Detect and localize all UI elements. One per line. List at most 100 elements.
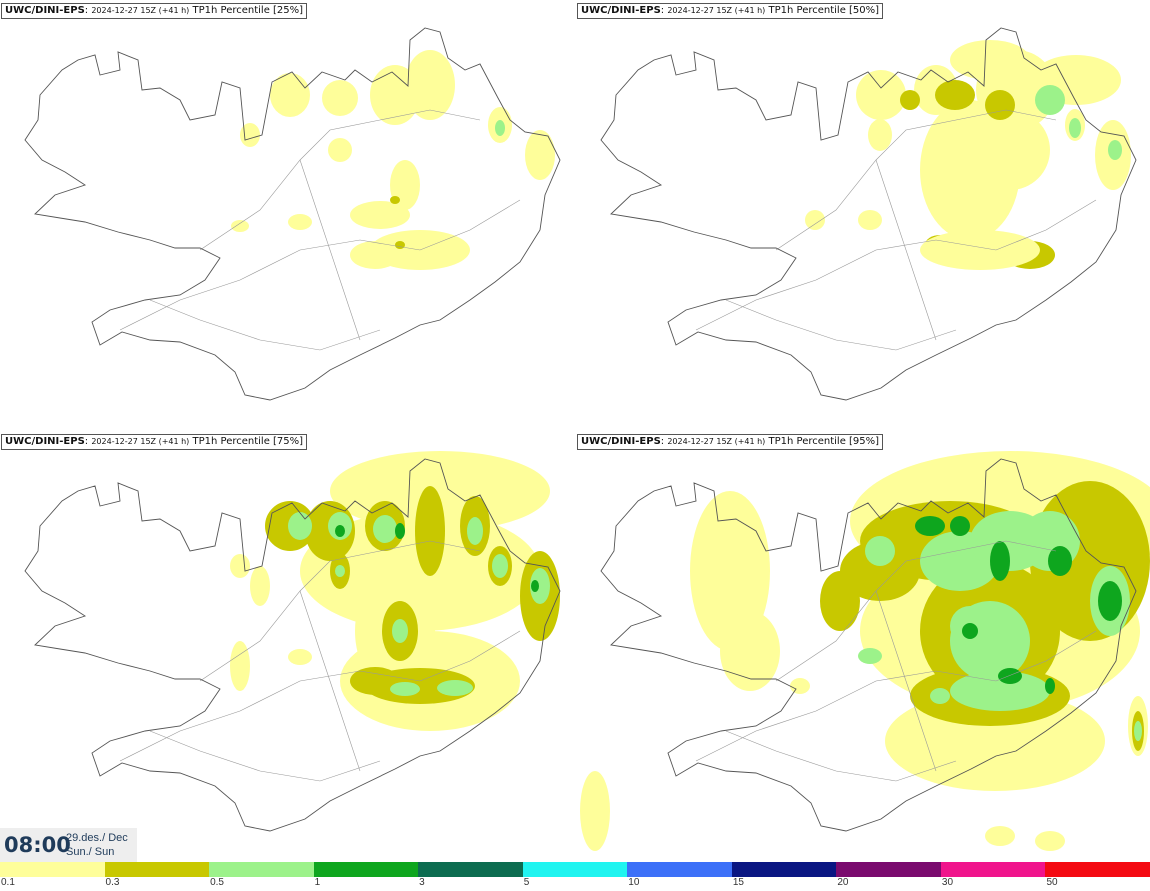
precip-area-mid <box>395 241 405 249</box>
run-time: 2024-12-27 15Z (+41 h) <box>91 437 190 446</box>
run-time: 2024-12-27 15Z (+41 h) <box>667 437 766 446</box>
precip-area-lgreen <box>858 648 882 664</box>
precip-field <box>231 50 555 270</box>
title-separator: : <box>84 5 92 16</box>
precip-area-lgreen <box>390 682 420 696</box>
legend-swatch <box>313 862 419 877</box>
legend-label: 50 <box>1046 877 1058 888</box>
model-source: UWC/DINI-EPS <box>581 5 661 16</box>
precip-area-light <box>350 201 410 229</box>
legend-label: 5 <box>523 877 530 888</box>
precip-area-light <box>790 678 810 694</box>
precip-area-light <box>350 241 400 269</box>
valid-time-box: 08:00 29.des./ Dec Sun./ Sun <box>0 828 137 862</box>
precip-area-lgreen <box>467 517 483 545</box>
valid-time: 08:00 <box>4 833 71 857</box>
map-panel-4: UWC/DINI-EPS: 2024-12-27 15Z (+41 h) TP1… <box>576 431 1150 862</box>
precip-area-lgreen <box>392 619 408 643</box>
road-line <box>875 590 937 772</box>
road-line <box>725 299 957 351</box>
road-line <box>199 109 481 251</box>
legend-swatch <box>104 862 210 877</box>
title-separator: : <box>660 5 668 16</box>
precip-area-lgreen <box>1108 140 1122 160</box>
road-line <box>299 159 361 341</box>
precip-area-light <box>250 566 270 606</box>
precip-area-green <box>1045 678 1055 694</box>
coastline <box>600 27 1137 401</box>
legend-swatch <box>418 862 523 877</box>
precip-area-light <box>970 110 1050 190</box>
precip-field <box>230 451 560 731</box>
precip-area-light <box>288 214 312 230</box>
legend-swatch <box>209 862 314 877</box>
precip-area-light <box>720 611 780 691</box>
field-name: TP1h Percentile [25%] <box>192 5 304 16</box>
legend-swatch <box>522 862 628 877</box>
precip-map-3 <box>24 451 561 832</box>
precip-area-mid <box>415 486 445 576</box>
precip-area-lgreen <box>930 688 950 704</box>
precip-area-lgreen <box>437 680 473 696</box>
map-panel-1: UWC/DINI-EPS: 2024-12-27 15Z (+41 h) TP1… <box>0 0 574 431</box>
precip-area-green <box>998 668 1022 684</box>
precip-area-lgreen <box>373 515 397 543</box>
road-line <box>775 109 1057 251</box>
legend-label: 10 <box>628 877 640 888</box>
road-line <box>875 159 937 341</box>
legend-label: 20 <box>837 877 849 888</box>
map-panel-2: UWC/DINI-EPS: 2024-12-27 15Z (+41 h) TP1… <box>576 0 1150 431</box>
field-name: TP1h Percentile [75%] <box>192 436 304 447</box>
precip-area-light <box>858 210 882 230</box>
legend-label: 15 <box>732 877 744 888</box>
precip-area-light <box>985 826 1015 846</box>
precip-area-lgreen <box>530 568 550 604</box>
legend-label: 0.3 <box>105 877 120 888</box>
precip-area-mid <box>390 196 400 204</box>
precip-area-lgreen <box>288 512 312 540</box>
road-line <box>695 630 1097 762</box>
model-source: UWC/DINI-EPS <box>5 436 85 447</box>
precip-area-lgreen <box>492 554 508 578</box>
precip-area-light <box>230 641 250 691</box>
field-name: TP1h Percentile [50%] <box>768 5 880 16</box>
title-separator: : <box>660 436 668 447</box>
precip-area-light <box>580 771 610 851</box>
precip-area-light <box>920 230 1040 270</box>
precip-area-light <box>240 123 260 147</box>
precip-area-mid <box>985 90 1015 120</box>
road-line <box>149 299 381 351</box>
precip-area-lgreen <box>1134 721 1142 741</box>
precip-area-light <box>322 80 358 116</box>
legend-label: 0.5 <box>210 877 224 888</box>
precip-area-mid <box>935 80 975 110</box>
legend-swatch <box>1045 862 1150 877</box>
precip-area-light <box>805 210 825 230</box>
precip-area-light <box>231 220 249 232</box>
panel-title: UWC/DINI-EPS: 2024-12-27 15Z (+41 h) TP1… <box>1 434 308 450</box>
precip-area-green <box>395 523 405 539</box>
precip-area-light <box>868 119 892 151</box>
color-legend: 0.1 0.3 0.5 1 3 5 10 15 20 30 50 <box>0 862 1150 891</box>
panel-divider <box>574 0 576 862</box>
run-time: 2024-12-27 15Z (+41 h) <box>91 6 190 15</box>
legend-label: 1 <box>314 877 321 888</box>
legend-swatch <box>627 862 732 877</box>
panel-title: UWC/DINI-EPS: 2024-12-27 15Z (+41 h) TP1… <box>577 434 884 450</box>
valid-day-line: Sun./ Sun <box>66 846 115 858</box>
coastline <box>24 27 561 401</box>
precip-area-lgreen <box>335 565 345 577</box>
precip-area-green <box>950 516 970 536</box>
legend-swatch <box>0 862 105 877</box>
valid-date-line: 29.des./ Dec <box>66 832 128 844</box>
precip-field <box>805 40 1131 270</box>
precip-map-2 <box>600 27 1137 401</box>
panel-title: UWC/DINI-EPS: 2024-12-27 15Z (+41 h) TP1… <box>577 3 884 19</box>
road-line <box>149 730 381 782</box>
legend-label: 0.1 <box>1 877 15 888</box>
precip-area-light <box>856 70 906 120</box>
legend-label: 3 <box>419 877 425 888</box>
run-time: 2024-12-27 15Z (+41 h) <box>667 6 766 15</box>
precip-area-light <box>288 649 312 665</box>
precip-area-green <box>531 580 539 592</box>
